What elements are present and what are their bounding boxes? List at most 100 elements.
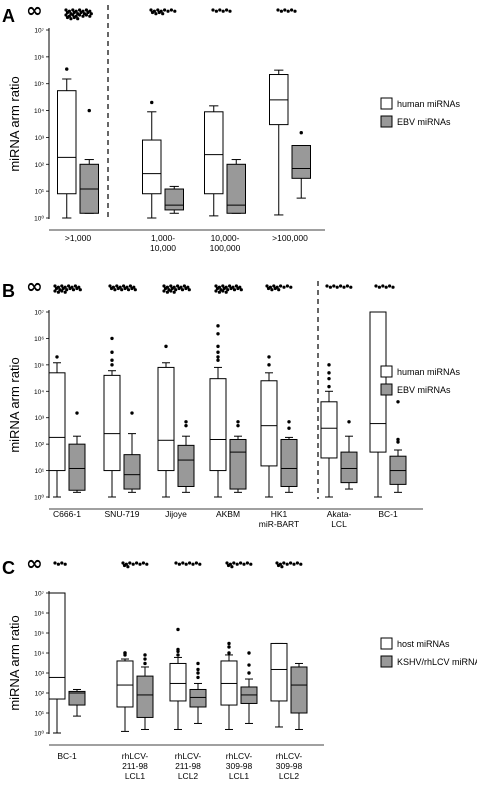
y-axis-label: miRNA arm ratio [7, 357, 22, 452]
y-axis-label: miRNA arm ratio [7, 76, 22, 171]
infinity-point [391, 285, 395, 289]
infinity-point [163, 286, 168, 291]
outlier-point [150, 100, 154, 105]
legend-label: KSHV/rhLCV miRNAs [397, 657, 477, 667]
infinity-point [68, 286, 72, 291]
category-label: rhLCV- [226, 751, 253, 761]
infinity-point [180, 288, 185, 292]
infinity-point [266, 286, 271, 291]
infinity-point [126, 565, 130, 569]
box [116, 660, 134, 708]
category-label: 309-98 [276, 761, 303, 771]
infinity-point [276, 563, 281, 568]
infinity-point [235, 562, 239, 566]
box [226, 163, 246, 214]
infinity-point [218, 8, 222, 12]
infinity-point [177, 562, 181, 566]
infinity-point [194, 561, 198, 565]
infinity-point [270, 288, 274, 292]
outlier-point [247, 663, 251, 667]
outlier-point [396, 400, 400, 404]
outlier-point [327, 363, 331, 367]
infinity-point [162, 284, 166, 288]
infinity-point [109, 286, 114, 291]
infinity-point [292, 562, 296, 566]
outlier-point [216, 358, 220, 362]
category-label: rhLCV- [122, 751, 149, 761]
y-tick-label: 10⁰ [34, 494, 44, 502]
y-tick-label: 10³ [35, 415, 45, 422]
infinity-point [242, 562, 246, 566]
infinity-point [276, 8, 280, 12]
category-label: BC-1 [378, 509, 398, 519]
infinity-point [53, 289, 57, 293]
outlier-point [196, 675, 200, 680]
outlier-point [176, 653, 180, 657]
infinity-point [172, 290, 176, 294]
panel-letter: C [2, 558, 15, 578]
infinity-point [173, 9, 177, 13]
infinity-point [165, 290, 169, 294]
infinity-point [65, 15, 70, 20]
infinity-point [222, 286, 226, 291]
infinity-point [154, 12, 158, 16]
outlier-point [216, 324, 220, 328]
category-label: LCL1 [125, 771, 146, 781]
infinity-point [169, 284, 173, 288]
infinity-point [141, 561, 145, 565]
category-label: BC-1 [57, 751, 77, 761]
y-tick-label: 10⁰ [34, 215, 44, 223]
legend-label: human miRNAs [397, 367, 461, 377]
infinity-point [84, 8, 88, 12]
infinity-point [61, 286, 65, 291]
infinity-point [157, 10, 161, 15]
infinity-point [63, 290, 67, 294]
infinity-point [230, 565, 234, 569]
box [260, 380, 278, 467]
infinity-point [279, 284, 283, 288]
infinity-point [75, 286, 79, 291]
infinity-point [113, 288, 117, 292]
outlier-point [87, 108, 91, 113]
infinity-point [84, 13, 88, 17]
infinity-point [388, 284, 392, 288]
infinity-point [174, 561, 178, 565]
infinity-point [166, 9, 170, 13]
panel-letter: A [2, 6, 15, 26]
infinity-point [215, 286, 220, 291]
panel-A: A ∞ 10⁰ 10¹ 10² 10³ 10⁴ 10⁵ 10⁶ 10⁷ miRNA arm rati… [2, 0, 461, 253]
outlier-point [176, 627, 180, 632]
outlier-point [327, 384, 331, 389]
outlier-point [110, 350, 114, 354]
outlier-point [184, 423, 188, 428]
infinity-point [56, 290, 61, 294]
y-tick-label: 10⁷ [34, 28, 44, 35]
y-tick-label: 10⁶ [34, 336, 44, 343]
infinity-point [72, 10, 76, 15]
infinity-point [249, 562, 253, 566]
y-tick-label: 10⁵ [34, 81, 44, 88]
infinity-point [299, 562, 303, 566]
infinity-point [342, 285, 346, 289]
outlier-point [143, 653, 147, 657]
box [68, 443, 86, 491]
infinity-point [79, 10, 83, 15]
infinity-point [78, 13, 82, 17]
y-tick-label: 10¹ [35, 468, 45, 475]
infinity-point [332, 284, 336, 288]
box [136, 675, 154, 718]
infinity-point [169, 289, 173, 293]
infinity-point [226, 563, 231, 568]
box [177, 444, 195, 487]
legend-swatch [380, 655, 393, 668]
infinity-point [65, 10, 70, 15]
infinity-point [224, 290, 228, 294]
y-tick-label: 10⁴ [34, 651, 44, 658]
y-tick-label: 10⁴ [34, 389, 44, 396]
infinity-point [232, 561, 236, 565]
outlier-point [227, 641, 231, 646]
infinity-point [64, 13, 68, 17]
infinity-point [170, 286, 174, 291]
category-label: rhLCV- [276, 751, 303, 761]
infinity-point [130, 286, 134, 291]
